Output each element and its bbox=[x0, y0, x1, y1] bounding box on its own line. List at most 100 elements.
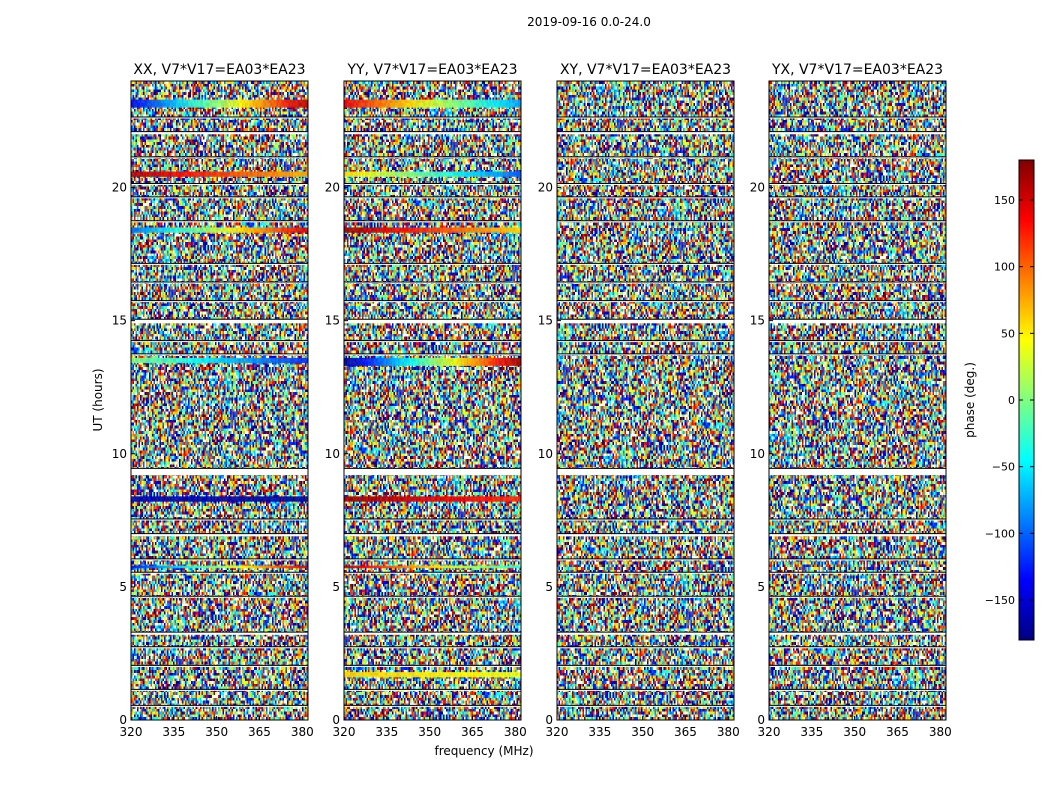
flagged-band bbox=[131, 183, 308, 186]
x-tick-label: 380 bbox=[717, 725, 740, 739]
phase-noise-image bbox=[769, 81, 946, 720]
coherent-phase-band bbox=[344, 99, 521, 108]
flagged-band bbox=[769, 572, 946, 574]
flagged-band bbox=[131, 689, 308, 691]
flagged-band bbox=[769, 689, 946, 691]
panel-frame bbox=[130, 80, 309, 721]
flagged-band bbox=[557, 353, 734, 356]
x-tick-label: 335 bbox=[588, 725, 611, 739]
y-tick-label: 15 bbox=[325, 314, 340, 328]
flagged-band bbox=[769, 705, 946, 707]
y-tick-label: 10 bbox=[325, 447, 340, 461]
flagged-band bbox=[557, 596, 734, 598]
colorbar-tick-label: −100 bbox=[985, 527, 1015, 540]
flagged-band bbox=[344, 632, 521, 635]
flagged-band bbox=[131, 665, 308, 667]
flagged-band bbox=[344, 705, 521, 707]
heatmap-area bbox=[557, 81, 734, 720]
x-tick-label: 320 bbox=[120, 725, 143, 739]
flagged-band bbox=[344, 353, 521, 356]
y-tick-label: 5 bbox=[545, 580, 553, 594]
flagged-band bbox=[557, 689, 734, 691]
colorbar-tick-label: 0 bbox=[1008, 394, 1015, 407]
flagged-band bbox=[344, 220, 521, 223]
flagged-band bbox=[344, 131, 521, 135]
flagged-band bbox=[131, 518, 308, 521]
x-tick-label: 350 bbox=[418, 725, 441, 739]
flagged-band bbox=[131, 282, 308, 284]
panel-yx: YX, V7*V17=EA03*EA23 320 335 350 365 380 0 5 10 1… bbox=[750, 62, 952, 739]
panel-title: YX, V7*V17=EA03*EA23 bbox=[771, 62, 943, 78]
flagged-band bbox=[557, 196, 734, 199]
x-tick-label: 365 bbox=[886, 725, 909, 739]
flagged-band bbox=[769, 518, 946, 521]
flagged-band bbox=[769, 558, 946, 561]
x-tick-label: 365 bbox=[248, 725, 271, 739]
heatmap-area bbox=[131, 81, 308, 720]
y-tick-label: 20 bbox=[112, 181, 127, 195]
x-tick-label: 335 bbox=[800, 725, 823, 739]
panel-title: YY, V7*V17=EA03*EA23 bbox=[346, 62, 517, 78]
flagged-band bbox=[344, 596, 521, 598]
x-tick-label: 320 bbox=[758, 725, 781, 739]
colorbar: 150 100 50 0 −50 −100 −150 bbox=[985, 159, 1035, 641]
figure-title: 2019-09-16 0.0-24.0 bbox=[527, 15, 651, 29]
flagged-band bbox=[131, 156, 308, 159]
coherent-phase-band bbox=[344, 565, 521, 569]
flagged-band bbox=[769, 646, 946, 649]
flagged-band bbox=[344, 665, 521, 667]
flagged-band bbox=[344, 156, 521, 159]
flagged-band bbox=[557, 116, 734, 119]
flagged-band bbox=[344, 116, 521, 119]
colorbar-tick-label: 150 bbox=[994, 194, 1015, 207]
phase-noise-image bbox=[131, 81, 308, 720]
flagged-band bbox=[769, 353, 946, 356]
flagged-band bbox=[769, 282, 946, 284]
y-tick-label: 20 bbox=[750, 181, 765, 195]
flagged-band bbox=[131, 572, 308, 574]
y-tick-label: 15 bbox=[750, 314, 765, 328]
flagged-band bbox=[131, 596, 308, 598]
x-tick-label: 335 bbox=[162, 725, 185, 739]
flagged-band bbox=[131, 468, 308, 476]
colorbar-tick-label: −150 bbox=[985, 594, 1015, 607]
colorbar-label: phase (deg.) bbox=[963, 362, 977, 438]
coherent-phase-band bbox=[131, 99, 308, 108]
flagged-band bbox=[344, 183, 521, 186]
coherent-phase-band bbox=[344, 227, 521, 233]
flagged-band bbox=[769, 533, 946, 537]
y-tick-label: 0 bbox=[332, 713, 340, 727]
flagged-band bbox=[131, 131, 308, 135]
coherent-phase-band bbox=[344, 672, 521, 678]
x-tick-label: 350 bbox=[631, 725, 654, 739]
flagged-band bbox=[769, 632, 946, 635]
flagged-band bbox=[344, 518, 521, 521]
heatmap-area bbox=[769, 81, 946, 720]
colorbar-tick-label: −50 bbox=[992, 461, 1015, 474]
panel-xx: XX, V7*V17=EA03*EA23 320 335 350 365 380 0 5 10 1… bbox=[112, 62, 314, 739]
flagged-band bbox=[769, 263, 946, 265]
flagged-band bbox=[131, 263, 308, 265]
flagged-band bbox=[769, 319, 946, 324]
x-tick-label: 335 bbox=[375, 725, 398, 739]
x-tick-label: 380 bbox=[929, 725, 952, 739]
flagged-band bbox=[344, 689, 521, 691]
coherent-phase-band bbox=[131, 496, 308, 502]
y-tick-label: 0 bbox=[545, 713, 553, 727]
coherent-phase-band bbox=[344, 357, 521, 366]
x-tick-label: 380 bbox=[291, 725, 314, 739]
flagged-band bbox=[344, 196, 521, 199]
panel-frame bbox=[768, 80, 947, 721]
y-axis-label: UT (hours) bbox=[91, 368, 105, 431]
flagged-band bbox=[557, 220, 734, 223]
y-tick-label: 15 bbox=[112, 314, 127, 328]
flagged-band bbox=[557, 632, 734, 635]
flagged-band bbox=[557, 183, 734, 186]
flagged-band bbox=[344, 572, 521, 574]
y-tick-label: 10 bbox=[750, 447, 765, 461]
panel-yy: YY, V7*V17=EA03*EA23 320 335 350 365 380 0 5 10 1… bbox=[325, 62, 527, 739]
heatmap-area bbox=[344, 81, 521, 720]
y-tick-label: 15 bbox=[538, 314, 553, 328]
flagged-band bbox=[131, 646, 308, 649]
